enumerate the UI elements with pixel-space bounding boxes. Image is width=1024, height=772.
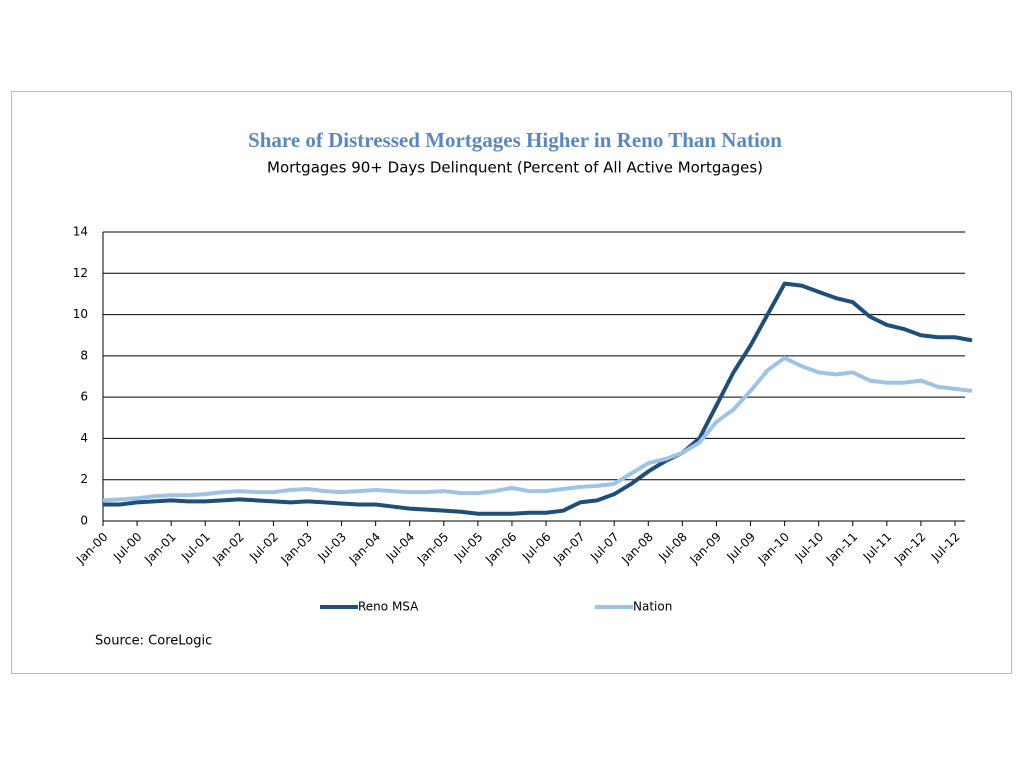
x-tick-label: Jan-10 xyxy=(755,530,793,568)
x-tick-label: Jul-00 xyxy=(110,530,145,565)
source: Source: CoreLogic xyxy=(95,634,212,649)
y-tick-label: 4 xyxy=(80,431,88,445)
x-tick-label: Jan-02 xyxy=(209,530,247,568)
x-tick-label: Jul-03 xyxy=(314,530,349,565)
x-tick-label: Jul-11 xyxy=(860,530,895,565)
series-line xyxy=(103,281,973,516)
chart-title: Share of Distressed Mortgages Higher in … xyxy=(248,128,782,152)
x-tick-label: Jul-06 xyxy=(519,530,554,565)
y-tick-label: 2 xyxy=(80,472,88,486)
x-tick-label: Jan-01 xyxy=(141,530,179,568)
x-tick-label: Jul-05 xyxy=(451,530,486,565)
x-tick-label: Jan-00 xyxy=(73,530,111,568)
y-tick-label: 0 xyxy=(80,514,88,528)
y-tick-label: 14 xyxy=(73,225,88,239)
y-tick-label: 10 xyxy=(73,307,88,321)
y-tick-label: 8 xyxy=(80,348,88,362)
x-tick-label: Jul-04 xyxy=(383,530,418,565)
legend-label: Nation xyxy=(633,600,672,614)
x-tick-label: Jan-04 xyxy=(346,530,384,568)
x-tick-label: Jan-06 xyxy=(482,530,520,568)
y-tick-label: 6 xyxy=(80,390,88,404)
x-tick-label: Jul-12 xyxy=(928,530,963,565)
x-tick-label: Jan-05 xyxy=(414,530,452,568)
x-tick-label: Jul-10 xyxy=(792,530,827,565)
x-tick-label: Jan-08 xyxy=(618,530,656,568)
x-tick-label: Jan-03 xyxy=(278,530,316,568)
y-tick-label: 12 xyxy=(73,266,88,280)
x-tick-label: Jul-09 xyxy=(723,530,758,565)
x-tick-label: Jul-07 xyxy=(587,530,622,565)
x-tick-label: Jul-08 xyxy=(655,530,690,565)
x-tick-label: Jul-02 xyxy=(246,530,281,565)
series-line xyxy=(102,355,973,503)
x-tick-label: Jan-11 xyxy=(823,530,861,568)
x-tick-label: Jan-07 xyxy=(550,530,588,568)
x-tick-label: Jan-09 xyxy=(686,530,724,568)
chart-subtitle: Mortgages 90+ Days Delinquent (Percent o… xyxy=(267,159,763,177)
legend-label: Reno MSA xyxy=(358,600,419,614)
x-tick-label: Jul-01 xyxy=(178,530,213,565)
x-tick-label: Jan-12 xyxy=(891,530,929,568)
frame xyxy=(11,91,1012,674)
